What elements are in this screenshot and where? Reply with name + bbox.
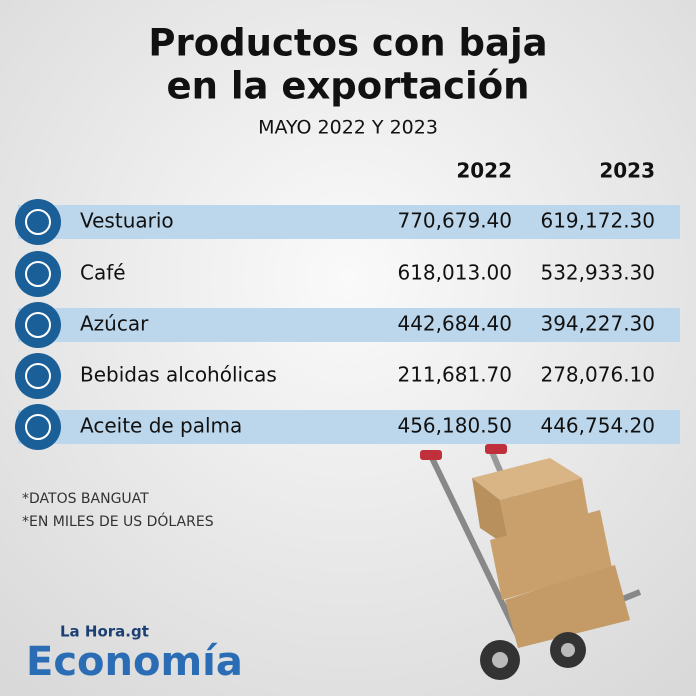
row-icon-inner — [25, 209, 51, 235]
note: *DATOS BANGUAT — [22, 491, 149, 507]
row-icon — [15, 199, 61, 245]
cell-value: 770,679.40 — [397, 209, 512, 233]
row-label: Bebidas alcohólicas — [80, 363, 277, 387]
row-icon — [15, 404, 61, 450]
row-label: Aceite de palma — [80, 414, 242, 438]
cell-value: 394,227.30 — [540, 312, 655, 336]
row-icon — [15, 251, 61, 297]
row-label: Azúcar — [80, 312, 149, 336]
subtitle: MAYO 2022 Y 2023 — [258, 117, 438, 139]
row-label: Vestuario — [80, 209, 174, 233]
row-band — [18, 205, 680, 239]
column-header: 2022 — [456, 159, 512, 183]
row-icon-inner — [25, 363, 51, 389]
row-icon-inner — [25, 261, 51, 287]
row-band — [18, 308, 680, 342]
hand-truck — [420, 444, 642, 680]
cell-value: 278,076.10 — [540, 363, 655, 387]
column-header: 2023 — [599, 159, 655, 183]
row-icon-inner — [25, 312, 51, 338]
cell-value: 618,013.00 — [397, 261, 512, 285]
row-band — [18, 410, 680, 444]
cell-value: 446,754.20 — [540, 414, 655, 438]
cell-value: 619,172.30 — [540, 209, 655, 233]
cell-value: 442,684.40 — [397, 312, 512, 336]
logo-brand: La Hora.gt — [60, 623, 149, 641]
row-label: Café — [80, 261, 126, 285]
table: Vestuario 770,679.40 619,172.30 Café 618,013… — [15, 199, 680, 450]
cell-value: 532,933.30 — [540, 261, 655, 285]
row-icon-inner — [25, 414, 51, 440]
row-icon — [15, 353, 61, 399]
row-icon — [15, 302, 61, 348]
logo-section: Economía — [26, 639, 243, 685]
title-line: en la exportación — [167, 65, 530, 108]
note: *EN MILES DE US DÓLARES — [22, 512, 214, 530]
title-line: Productos con baja — [148, 22, 547, 65]
cell-value: 211,681.70 — [397, 363, 512, 387]
cell-value: 456,180.50 — [397, 414, 512, 438]
